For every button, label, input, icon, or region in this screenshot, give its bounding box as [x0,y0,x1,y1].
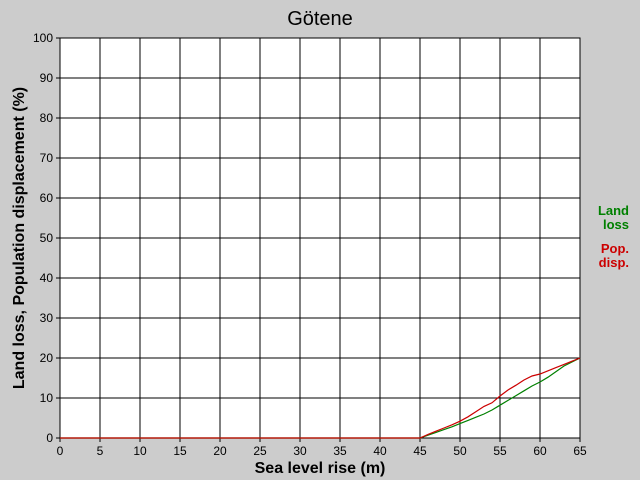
grid [56,37,581,442]
series-layer [60,357,581,439]
x-tick-label: 45 [413,444,427,458]
y-tick-labels: 0 10 20 30 40 50 60 70 80 90 100 [33,31,53,445]
y-tick-label: 90 [40,71,54,85]
x-tick-label: 25 [253,444,267,458]
x-tick-label: 65 [573,444,587,458]
x-axis-title: Sea level rise (m) [255,460,386,477]
y-tick-label: 80 [40,111,54,125]
series-line-pop-disp [60,357,581,439]
y-tick-label: 0 [46,431,53,445]
x-tick-labels: 0 5 10 15 20 25 30 35 40 45 50 55 60 65 [57,444,587,458]
y-tick-label: 60 [40,191,54,205]
x-tick-label: 20 [213,444,227,458]
x-tick-label: 60 [533,444,547,458]
y-tick-label: 20 [40,351,54,365]
x-tick-label: 50 [453,444,467,458]
x-tick-label: 0 [57,444,64,458]
y-tick-label: 70 [40,151,54,165]
x-tick-label: 55 [493,444,507,458]
legend-label: disp. [599,255,629,270]
y-tick-label: 30 [40,311,54,325]
x-tick-label: 10 [133,444,147,458]
x-tick-label: 35 [333,444,347,458]
legend-label: Land [598,203,629,218]
y-tick-label: 40 [40,271,54,285]
y-axis-title: Land loss, Population displacement (%) [11,87,28,389]
x-tick-label: 40 [373,444,387,458]
legend-label: Pop. [601,241,629,256]
x-tick-label: 5 [97,444,104,458]
legend-label: loss [603,217,629,232]
y-tick-label: 50 [40,231,54,245]
y-tick-label: 10 [40,391,54,405]
x-tick-label: 30 [293,444,307,458]
series-line-land-loss [60,357,581,439]
x-tick-label: 15 [173,444,187,458]
chart-title: Götene [287,8,353,30]
y-tick-label: 100 [33,31,53,45]
